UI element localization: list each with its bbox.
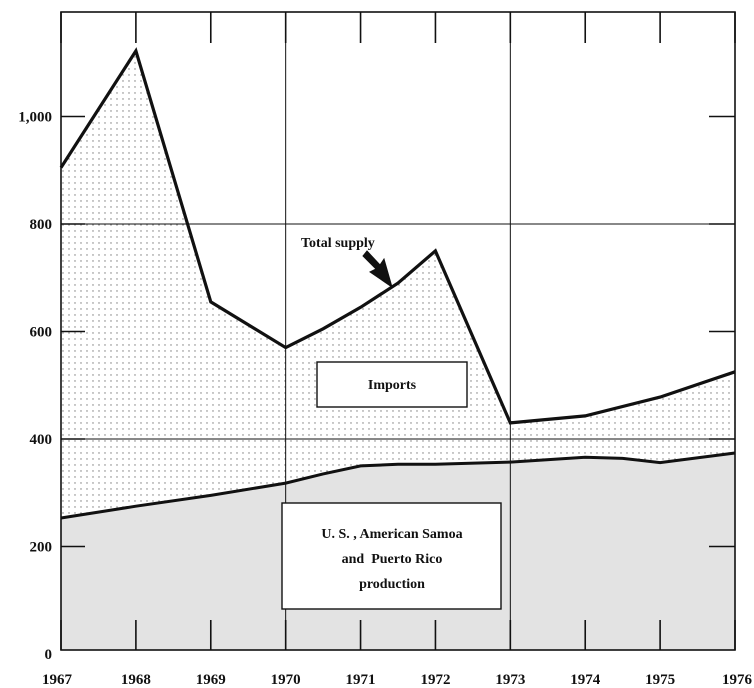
y-tick-labels: 0 200 400 600 800 1,000 xyxy=(18,110,52,664)
x-tick-label-1968: 1968 xyxy=(121,672,151,688)
x-tick-label-1972: 1972 xyxy=(420,672,450,688)
x-tick-label-1967: 1967 xyxy=(42,672,73,688)
x-tick-label-1969: 1969 xyxy=(196,672,226,688)
production-label-line-1: U. S. , American Samoa xyxy=(321,527,462,542)
x-tick-label-1971: 1971 xyxy=(346,672,376,688)
imports-label-box: Imports xyxy=(316,361,468,408)
y-tick-label-200: 200 xyxy=(30,540,53,556)
plot-frame xyxy=(60,11,736,651)
x-tick-label-1976: 1976 xyxy=(722,672,753,688)
production-line xyxy=(60,451,736,520)
y-tick-label-600: 600 xyxy=(30,325,53,341)
y-tick-label-0: 0 xyxy=(45,647,53,663)
y-tick-label-400: 400 xyxy=(30,432,53,448)
y-tick-label-800: 800 xyxy=(30,217,53,233)
x-tick-label-1974: 1974 xyxy=(570,672,601,688)
production-label-line-2: and Puerto Rico xyxy=(342,552,443,567)
x-tick-labels: 1967 1968 1969 1970 1971 1972 1973 1974 1975 1976 xyxy=(42,672,753,688)
x-tick-label-1973: 1973 xyxy=(495,672,525,688)
total-supply-label: Total supply xyxy=(301,236,375,251)
total-supply-line xyxy=(59,47,736,425)
imports-label: Imports xyxy=(368,378,417,393)
x-tick-label-1975: 1975 xyxy=(645,672,675,688)
y-tick-label-1000: 1,000 xyxy=(18,110,52,126)
x-tick-label-1970: 1970 xyxy=(271,672,301,688)
production-label-box: U. S. , American Samoa and Puerto Rico p… xyxy=(281,502,502,610)
total-supply-arrow xyxy=(362,250,393,289)
production-label-line-3: production xyxy=(359,577,425,592)
